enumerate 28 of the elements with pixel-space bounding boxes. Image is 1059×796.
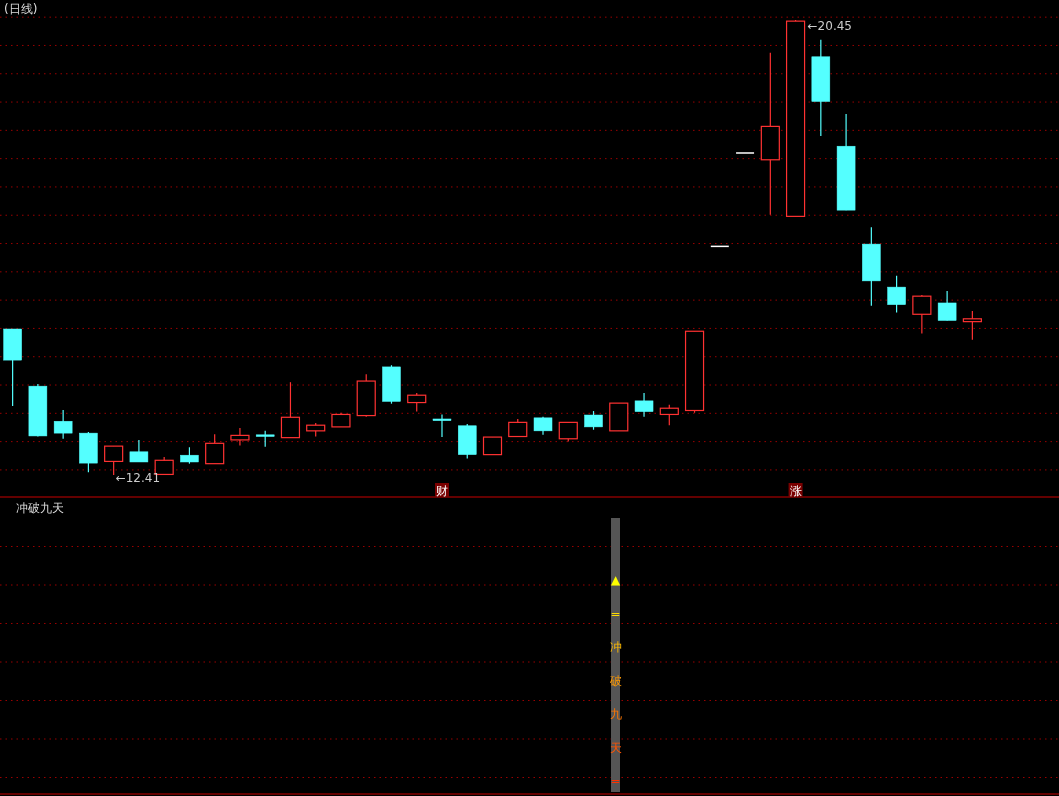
chart-title: (日线) <box>4 2 38 16</box>
candlestick <box>432 413 452 438</box>
x-tick-label: 涨 <box>789 484 802 498</box>
text: 破 <box>608 673 622 688</box>
candlestick <box>53 409 73 440</box>
text: 冲破九天 <box>16 501 64 515</box>
text: 冲 <box>609 640 622 654</box>
candlestick <box>912 294 932 335</box>
text: 九 <box>609 707 622 721</box>
annotation: ←20.45 <box>807 19 852 33</box>
candlestick <box>280 381 301 439</box>
candlestick <box>558 421 578 443</box>
candlestick <box>129 439 149 463</box>
candlestick <box>962 310 982 341</box>
text: = <box>610 774 621 788</box>
candlestick <box>584 410 603 431</box>
candlestick <box>937 290 957 322</box>
candlestick <box>634 392 654 418</box>
candlestick <box>230 427 250 447</box>
candlestick <box>205 433 225 465</box>
annotation: ←12.41 <box>115 471 161 485</box>
x-tick-label: 财 <box>435 484 448 498</box>
candlestick <box>407 392 427 413</box>
candlestick <box>887 275 906 314</box>
text: = <box>610 606 621 621</box>
text: ▲ <box>610 573 621 587</box>
text: 天 <box>609 740 622 755</box>
candlestick <box>659 404 679 426</box>
